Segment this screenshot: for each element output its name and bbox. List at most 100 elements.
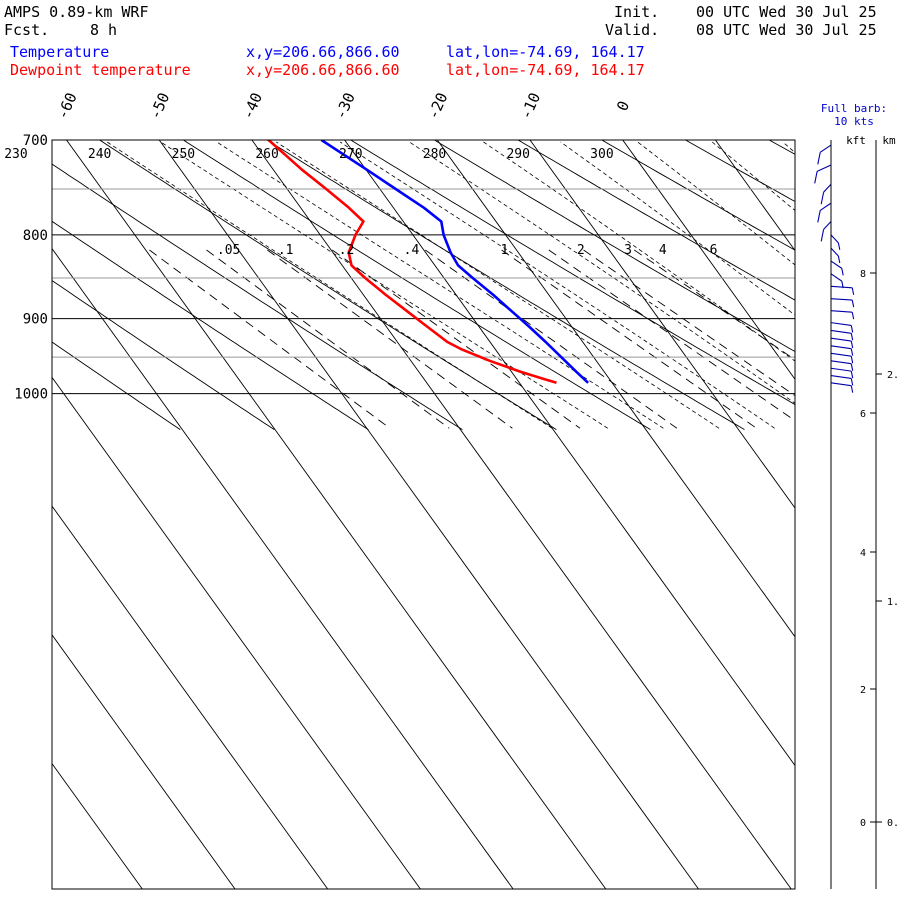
mixing-ratio-line bbox=[206, 249, 450, 429]
isotherm bbox=[344, 140, 795, 767]
wind-barb bbox=[830, 337, 854, 349]
kft-tick-label: 6 bbox=[860, 409, 866, 420]
mixing-ratio-line bbox=[501, 249, 757, 429]
wind-barb bbox=[830, 247, 841, 264]
mixing-ratio-label: 2 bbox=[577, 243, 585, 258]
wind-barb bbox=[830, 329, 854, 341]
wind-barb-staff bbox=[816, 164, 832, 172]
forecast-value: 8 h bbox=[90, 21, 118, 39]
wind-barb-staff bbox=[830, 345, 852, 350]
mixing-ratio-line bbox=[548, 249, 795, 422]
isotherm bbox=[52, 505, 329, 889]
init-value: 00 UTC Wed 30 Jul 25 bbox=[696, 3, 877, 21]
mixing-ratio-line bbox=[149, 249, 391, 429]
moist-adiabat bbox=[782, 141, 795, 154]
wind-barb-staff bbox=[830, 310, 853, 313]
dewpoint-profile bbox=[267, 140, 557, 385]
isobar-label: 1000 bbox=[14, 387, 48, 403]
isotherm bbox=[436, 140, 795, 638]
theta-label: 290 bbox=[506, 147, 529, 162]
mixing-ratio-label: .1 bbox=[278, 243, 294, 258]
wind-barb bbox=[830, 382, 854, 393]
km-tick-label: 2. bbox=[887, 370, 899, 381]
km-tick-label: 0. bbox=[887, 818, 899, 829]
wind-barb bbox=[817, 202, 832, 223]
wind-barb-flag bbox=[850, 325, 854, 333]
isotherm-label: -30 bbox=[331, 90, 358, 122]
wind-barb-flag bbox=[850, 340, 854, 349]
moist-adiabat bbox=[216, 141, 664, 429]
wind-barb-flag bbox=[850, 378, 854, 386]
wind-barb-flag bbox=[850, 363, 854, 371]
wind-barb-flag bbox=[841, 268, 844, 276]
mixing-ratio-label: .4 bbox=[404, 243, 420, 258]
isobar-label: 800 bbox=[23, 228, 48, 244]
isotherm bbox=[251, 140, 792, 889]
wind-barb-flag bbox=[850, 356, 854, 364]
barb-legend-line1: Full barb: bbox=[821, 102, 887, 115]
dry-adiabat bbox=[769, 140, 795, 155]
kft-tick-label: 8 bbox=[860, 269, 866, 280]
kft-axis-label: kft bbox=[846, 134, 866, 147]
theta-label: 270 bbox=[339, 147, 362, 162]
moist-adiabat bbox=[409, 141, 795, 404]
isotherm bbox=[158, 140, 699, 889]
kft-tick-label: 4 bbox=[860, 548, 866, 559]
moist-adiabat bbox=[483, 141, 795, 362]
forecast-label: Fcst. bbox=[4, 21, 50, 39]
isobar-label: 700 bbox=[23, 133, 48, 149]
wind-barb bbox=[820, 183, 832, 205]
moist-adiabat bbox=[339, 141, 775, 429]
wind-barb-staff bbox=[830, 329, 852, 334]
wind-barb-staff bbox=[830, 273, 843, 282]
kft-tick-label: 0 bbox=[860, 818, 866, 829]
wind-barb-flag bbox=[820, 229, 825, 242]
wind-barb-flag bbox=[837, 242, 841, 250]
wind-barb-flag bbox=[817, 152, 821, 165]
wind-barb-flag bbox=[851, 312, 855, 320]
mixing-ratio-line bbox=[267, 249, 513, 429]
moist-adiabat bbox=[276, 141, 720, 429]
mixing-ratio-label: 4 bbox=[659, 243, 667, 258]
wind-barb bbox=[817, 144, 832, 165]
wind-barb-staff bbox=[830, 382, 852, 387]
wind-barb-staff bbox=[819, 144, 832, 153]
model-title: AMPS 0.89-km WRF bbox=[4, 3, 149, 21]
wind-barb-flag bbox=[850, 385, 854, 393]
km-tick-label: 1. bbox=[887, 597, 899, 608]
theta-label: 240 bbox=[88, 147, 111, 162]
isotherm-label: -20 bbox=[424, 90, 451, 122]
wind-barb-flag bbox=[841, 281, 844, 289]
dry-adiabat bbox=[52, 280, 275, 430]
mixing-ratio-line bbox=[425, 249, 678, 429]
isotherm bbox=[808, 140, 900, 889]
wind-barb-flag bbox=[814, 171, 818, 184]
dry-adiabat bbox=[685, 140, 795, 203]
wind-barb bbox=[820, 221, 832, 242]
moist-adiabat bbox=[160, 141, 609, 429]
dewpoint-latlon: lat,lon=-74.69, 164.17 bbox=[446, 61, 645, 79]
wind-barb bbox=[830, 322, 854, 333]
isotherm bbox=[52, 634, 236, 889]
isotherm bbox=[622, 140, 795, 381]
mixing-ratio-line bbox=[634, 249, 795, 361]
theta-label: 260 bbox=[255, 147, 278, 162]
wind-barb bbox=[830, 367, 854, 379]
isotherm-label: -60 bbox=[53, 90, 80, 122]
wind-barb-staff bbox=[823, 221, 832, 230]
kft-tick-label: 2 bbox=[860, 685, 866, 696]
wind-barb bbox=[830, 375, 854, 386]
dry-adiabat bbox=[52, 220, 369, 430]
dry-adiabat bbox=[52, 163, 463, 430]
theta-label: 230 bbox=[4, 147, 27, 162]
wind-barb bbox=[830, 310, 855, 320]
init-label: Init. bbox=[614, 3, 660, 21]
wind-barb-staff bbox=[830, 260, 843, 269]
wind-barb-flag bbox=[850, 333, 854, 341]
wind-barb bbox=[830, 352, 854, 364]
wind-barb-flag bbox=[817, 210, 821, 223]
mixing-ratio-label: 6 bbox=[710, 243, 718, 258]
mixing-ratio-label: .05 bbox=[217, 243, 240, 258]
km-axis-label: km bbox=[882, 134, 896, 147]
